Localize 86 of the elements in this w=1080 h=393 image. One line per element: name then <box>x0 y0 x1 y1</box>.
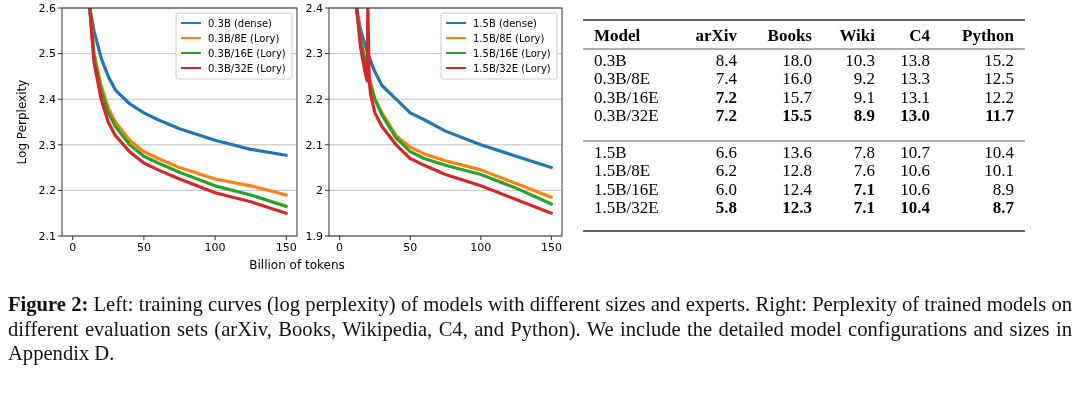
x-tick-label: 50 <box>136 241 151 254</box>
text: 10.7 <box>900 143 930 162</box>
text: 15.2 <box>984 51 1014 70</box>
x-tick-label: 150 <box>540 241 562 254</box>
category-label: 1.5B/8E <box>594 161 651 181</box>
text: 10.4 <box>984 143 1014 162</box>
text: 5.8 <box>715 198 737 218</box>
line-series <box>88 8 288 157</box>
x-tick-label: 0 <box>336 241 344 254</box>
category-label: C4 <box>909 26 931 45</box>
text: 15.5 <box>782 106 812 126</box>
category-label: 1.5B/32E <box>594 198 659 218</box>
text: Model <box>594 26 641 45</box>
text: 9.1 <box>853 87 875 107</box>
text: 13.8 <box>900 51 930 70</box>
text: 10.1 <box>984 161 1014 181</box>
text: 6.0 <box>715 179 737 199</box>
x-axis-title: Billion of tokens <box>249 258 345 272</box>
legend-label: 1.5B/16E (Lory) <box>473 47 551 59</box>
y-tick-label: 2.2 <box>305 93 323 107</box>
text: 12.5 <box>984 69 1014 89</box>
category-label: 1.5B <box>594 143 627 162</box>
y-tick-label: 2.4 <box>305 1 323 15</box>
text: 12.3 <box>782 198 812 218</box>
text: 12.8 <box>782 161 812 181</box>
text: 11.7 <box>985 106 1014 126</box>
text: 7.1 <box>853 198 875 218</box>
text: 12.4 <box>782 179 812 199</box>
text: 10.6 <box>900 179 930 199</box>
y-tick-label: 2.1 <box>305 138 323 152</box>
x-tick-label: 50 <box>403 241 418 254</box>
text: 13.6 <box>782 143 812 162</box>
text: 16.0 <box>782 69 812 89</box>
legend-label: 0.3B (dense) <box>208 17 273 29</box>
category-label: 0.3B <box>594 51 627 70</box>
text: 7.4 <box>715 69 737 89</box>
category-label: 0.3B/8E <box>594 69 651 89</box>
y-tick-label: 2.3 <box>305 47 323 61</box>
text: 7.1 <box>853 179 875 199</box>
text: 13.0 <box>900 106 930 126</box>
text: 12.2 <box>984 87 1014 107</box>
text: 7.2 <box>715 87 737 107</box>
legend-label: 0.3B/32E (Lory) <box>208 62 286 74</box>
x-tick-label: 100 <box>470 241 492 254</box>
category-label: Python <box>962 26 1015 45</box>
text: 6.2 <box>715 161 737 181</box>
legend-label: 0.3B/8E (Lory) <box>208 32 280 44</box>
y-axis-title: Log Perplexity <box>15 79 29 165</box>
text: 13.3 <box>900 69 930 89</box>
text: 7.6 <box>853 161 875 181</box>
legend-label: 1.5B/8E (Lory) <box>473 32 545 44</box>
text: 13.1 <box>900 87 930 107</box>
x-tick-label: 150 <box>275 241 297 254</box>
text: 7.2 <box>715 106 737 126</box>
legend-label: 0.3B/16E (Lory) <box>208 47 286 59</box>
category-label: 0.3B/32E <box>594 106 659 126</box>
category-label: Wiki <box>839 26 876 45</box>
text: 10.6 <box>900 161 930 181</box>
text: 8.9 <box>853 106 875 126</box>
text: 10.4 <box>900 198 930 218</box>
text: 8.9 <box>992 179 1014 199</box>
text: 8.4 <box>715 51 737 70</box>
text: 8.7 <box>992 198 1014 218</box>
text: 7.8 <box>853 143 875 162</box>
text: 15.7 <box>782 87 812 107</box>
y-tick-label: 2.1 <box>38 229 56 243</box>
legend-label: 1.5B (dense) <box>473 17 538 29</box>
caption: Figure 2: Left: training curves (log perplexity) of models with different sizes and experts. Right: Perplexity of trained models on different evaluation sets (arXiv, Books, Wikipedia, C4, and Python). We include the detailed model configurations and sizes in Appendix D. <box>8 292 1073 366</box>
y-tick-label: 1.9 <box>305 229 323 243</box>
x-tick-label: 100 <box>204 241 226 254</box>
category-label: 1.5B/16E <box>594 179 659 199</box>
category-label: Books <box>767 26 813 45</box>
y-tick-label: 2.3 <box>38 138 56 152</box>
y-tick-label: 2.5 <box>38 47 56 61</box>
y-tick-label: 2.6 <box>38 1 56 15</box>
y-tick-label: 2 <box>316 184 323 198</box>
y-tick-label: 2.2 <box>38 184 56 198</box>
text: 9.2 <box>853 69 875 89</box>
x-tick-label: 0 <box>69 241 77 254</box>
text: 6.6 <box>715 143 737 162</box>
category-label: arXiv <box>695 26 738 45</box>
text: 10.3 <box>845 51 875 70</box>
category-label: 0.3B/16E <box>594 87 659 107</box>
y-tick-label: 2.4 <box>38 93 56 107</box>
legend-label: 1.5B/32E (Lory) <box>473 62 551 74</box>
text: 18.0 <box>782 51 812 70</box>
